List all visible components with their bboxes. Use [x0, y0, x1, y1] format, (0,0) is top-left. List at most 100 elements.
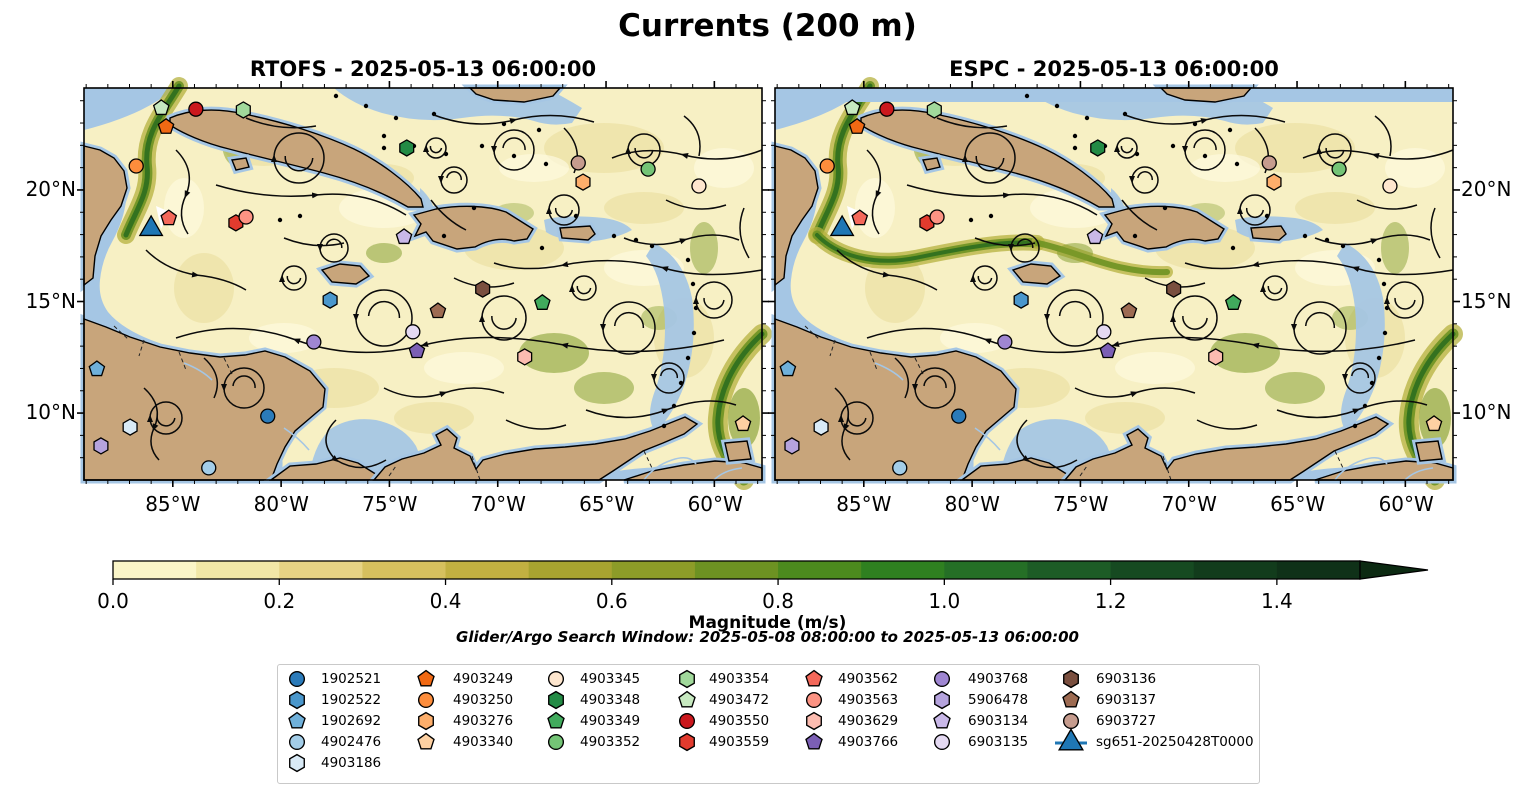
float-markers: [88, 99, 752, 476]
marker-4903550: [678, 712, 696, 730]
map-border: [83, 87, 763, 481]
marker-4903629-espc: [1208, 348, 1224, 366]
river: [713, 467, 743, 481]
legend-label-6903136: 6903136: [1096, 671, 1157, 687]
marker-6903135: [933, 733, 951, 751]
colorbar-tick-label-1: 0.2: [263, 589, 296, 613]
lat-tick-label-right-0: 20°N: [1461, 176, 1512, 201]
colorbar-tick-label-2: 0.4: [429, 589, 462, 613]
colorbar-segment-12: [1110, 561, 1195, 579]
marker-4903250-espc: [819, 158, 835, 174]
marker-4903186-espc: [813, 418, 829, 436]
small-island: [1234, 161, 1240, 167]
small-island: [297, 213, 303, 219]
legend-marker-4903348: [539, 686, 573, 718]
legend-marker-4903349: [539, 707, 573, 739]
legend-marker-4903563: [797, 686, 831, 718]
colorbar-tick-label-5: 1.0: [928, 589, 961, 613]
axis-ticks: [768, 81, 1460, 487]
marker-6903135-espc: [1096, 324, 1112, 340]
river: [1404, 467, 1434, 481]
country-border: [1079, 465, 1088, 477]
country-border: [138, 339, 145, 357]
small-island: [441, 233, 447, 239]
colorbar-segment-5: [528, 561, 613, 579]
small-island: [1162, 205, 1168, 211]
legend-marker-4903186: [280, 749, 314, 781]
legend-label-1902522: 1902522: [321, 692, 382, 708]
legend-marker-4903766: [797, 728, 831, 760]
legend-label-4903629: 4903629: [838, 713, 899, 729]
marker-6903134: [933, 711, 951, 729]
panel-title-espc: ESPC - 2025-05-13 06:00:00: [949, 57, 1279, 81]
colorbar-segment-13: [1193, 561, 1278, 579]
marker-4903352-rtofs: [640, 161, 656, 177]
legend-label-4903250: 4903250: [453, 692, 514, 708]
marker-4903352: [547, 733, 565, 751]
lon-tick-label-0-5: 60°W: [687, 492, 743, 516]
espc-nodata-strip: [833, 88, 1453, 102]
marker-4902476-rtofs: [201, 460, 217, 476]
map-panel-rtofs: [77, 77, 772, 490]
country-border: [113, 325, 130, 341]
marker-1902692: [288, 711, 306, 729]
marker-4903250: [417, 691, 435, 709]
marker-4903249: [417, 669, 435, 687]
marker-4903472-espc: [843, 99, 861, 116]
colorbar-segment-3: [362, 561, 447, 579]
small-island: [363, 103, 369, 109]
legend-label-6903135: 6903135: [968, 734, 1029, 750]
marker-4903562: [805, 669, 823, 687]
marker-4903563-espc: [929, 209, 945, 225]
marker-1902521-rtofs: [260, 408, 276, 424]
colorbar-tick-label-0: 0.0: [97, 589, 129, 613]
landmass: [724, 440, 752, 462]
river: [283, 427, 310, 451]
legend-label-4903472: 4903472: [709, 692, 770, 708]
lon-tick-label-1-4: 65°W: [1270, 492, 1326, 516]
country-border: [643, 450, 653, 469]
landmass: [320, 263, 371, 285]
landmass: [774, 145, 819, 287]
legend-label-4903349: 4903349: [580, 713, 641, 729]
colorbar-segment-2: [279, 561, 363, 579]
colorbar-segment-8: [778, 561, 862, 579]
small-island: [277, 217, 283, 223]
small-island: [690, 281, 696, 287]
marker-4903354: [679, 669, 695, 689]
legend-label-4903276: 4903276: [453, 713, 514, 729]
colorbar-arrow: [1359, 560, 1429, 580]
lat-tick-label-left-0: 20°N: [25, 176, 76, 201]
country-border: [869, 351, 878, 371]
colorbar-label: Magnitude (m/s): [688, 613, 847, 633]
small-island: [1072, 145, 1078, 151]
small-island: [988, 213, 994, 219]
marker-4903352-espc: [1331, 161, 1347, 177]
river: [643, 456, 697, 481]
legend-marker-4903472: [670, 686, 704, 718]
small-island: [661, 423, 667, 429]
lon-tick-label-1-2: 75°W: [1053, 492, 1109, 516]
small-island: [1302, 233, 1308, 239]
small-island: [393, 115, 399, 121]
marker-sg651-20250428T0000: [1057, 727, 1085, 751]
marker-4903629: [806, 711, 822, 731]
map-canvas-rtofs: [77, 77, 772, 490]
legend-marker-6903134: [925, 707, 959, 739]
landmass: [559, 225, 596, 241]
legend-marker-4902476: [280, 728, 314, 760]
river: [183, 362, 213, 381]
panel-title-rtofs: RTOFS - 2025-05-13 06:00:00: [249, 57, 597, 81]
country-border: [388, 465, 397, 477]
legend-label-4902476: 4902476: [321, 734, 382, 750]
axis-ticks: [77, 81, 769, 487]
lon-tick-label-0-1: 80°W: [253, 492, 309, 516]
marker-6903727-rtofs: [570, 155, 586, 171]
legend-label-4903348: 4903348: [580, 692, 641, 708]
small-island: [511, 153, 517, 159]
river: [874, 362, 904, 381]
small-island: [381, 133, 387, 139]
landmass: [83, 145, 128, 287]
marker-4903340-rtofs: [734, 415, 752, 432]
map-panel-espc: [768, 77, 1463, 490]
